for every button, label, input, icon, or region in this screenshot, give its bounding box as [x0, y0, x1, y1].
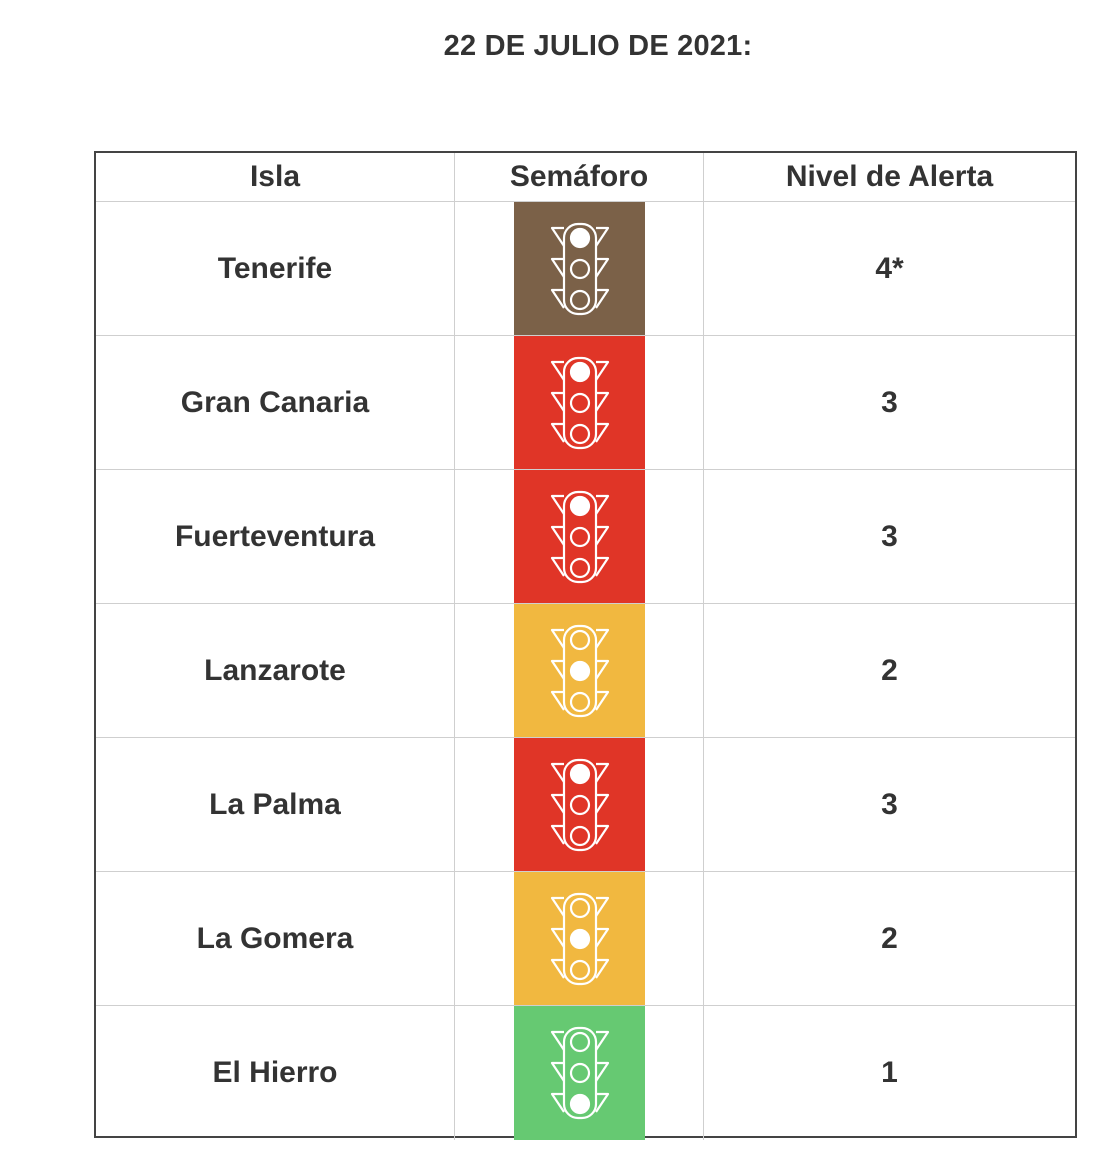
isla-name: El Hierro — [96, 1006, 455, 1140]
semaforo-swatch — [514, 604, 645, 737]
isla-name: La Gomera — [96, 872, 455, 1005]
header-nivel: Nivel de Alerta — [785, 160, 994, 193]
traffic-light-icon — [550, 489, 610, 585]
table-row: La Gomera 2 — [96, 872, 1075, 1006]
semaforo-cell — [455, 738, 704, 871]
alert-level: 3 — [881, 519, 898, 553]
isla-name: Gran Canaria — [96, 336, 455, 469]
semaforo-swatch — [514, 1006, 645, 1140]
table-row: Fuerteventura 3 — [96, 470, 1075, 604]
traffic-light-icon — [550, 221, 610, 317]
alert-level: 1 — [881, 1056, 898, 1089]
semaforo-swatch — [514, 738, 645, 871]
traffic-light-icon — [550, 1025, 610, 1121]
alert-level-table: Isla Semáforo Nivel de Alerta Tenerife 4*… — [94, 151, 1077, 1140]
alert-level: 3 — [881, 385, 898, 419]
traffic-light-icon — [550, 891, 610, 987]
header-semaforo: Semáforo — [455, 153, 704, 201]
table-row: Lanzarote 2 — [96, 604, 1075, 738]
table-row: Tenerife 4* — [96, 202, 1075, 336]
semaforo-swatch — [514, 872, 645, 1005]
traffic-light-icon — [550, 355, 610, 451]
semaforo-cell — [455, 336, 704, 469]
alert-level: 2 — [881, 921, 898, 955]
header-isla: Isla — [96, 153, 455, 201]
traffic-light-icon — [550, 623, 610, 719]
alert-level: 3 — [881, 787, 898, 821]
table-row: Gran Canaria 3 — [96, 336, 1075, 470]
semaforo-cell — [455, 470, 704, 603]
page-title: 22 DE JULIO DE 2021: — [443, 30, 753, 62]
table-body: Tenerife 4* Gran Canaria 3 Fuerteventura 3 Lan… — [96, 202, 1075, 1140]
semaforo-swatch — [514, 202, 645, 335]
semaforo-swatch — [514, 336, 645, 469]
semaforo-cell — [455, 202, 704, 335]
semaforo-cell — [455, 604, 704, 737]
isla-name: Tenerife — [96, 202, 455, 335]
table-row: La Palma 3 — [96, 738, 1075, 872]
semaforo-cell — [455, 1006, 704, 1140]
isla-name: La Palma — [96, 738, 455, 871]
alert-level: 4* — [875, 251, 904, 285]
table-header-row: Isla Semáforo Nivel de Alerta — [96, 153, 1075, 202]
semaforo-swatch — [514, 470, 645, 603]
isla-name: Fuerteventura — [96, 470, 455, 603]
semaforo-cell — [455, 872, 704, 1005]
isla-name: Lanzarote — [96, 604, 455, 737]
alert-level: 2 — [881, 653, 898, 687]
table-row: El Hierro 1 — [96, 1006, 1075, 1140]
traffic-light-icon — [550, 757, 610, 853]
